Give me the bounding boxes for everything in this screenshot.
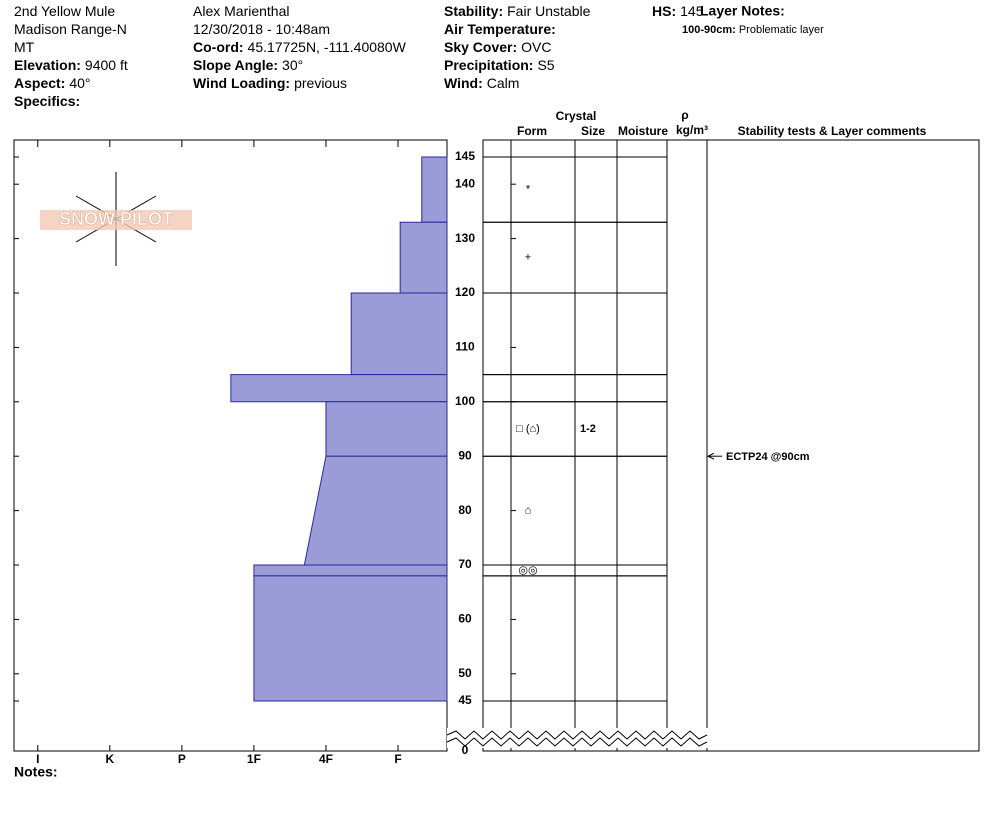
field-label: Air Temperature:	[444, 21, 556, 37]
field-value: Calm	[487, 75, 520, 91]
header-field: Aspect: 40°	[14, 75, 91, 91]
hardness-bar	[325, 401, 448, 457]
header-field: Wind: Calm	[444, 75, 519, 91]
crystal-form: ◎◎	[518, 564, 537, 576]
field-value: OVC	[521, 39, 551, 55]
col-header: ρ	[681, 108, 688, 122]
y-tick-label: 50	[458, 666, 472, 680]
field-value: S5	[537, 57, 554, 73]
field-value: 145	[680, 3, 704, 19]
y-tick-label: 70	[458, 557, 472, 571]
y-tick-label: 120	[455, 285, 475, 299]
header-field: 2nd Yellow Mule	[14, 3, 115, 19]
header-field: Sky Cover: OVC	[444, 39, 552, 55]
break-mask	[447, 728, 708, 748]
field-text: Madison Range-N	[14, 21, 127, 37]
field-value: 40°	[69, 75, 90, 91]
field-label: Elevation:	[14, 57, 81, 73]
logo: SNOW PILOT	[59, 209, 173, 229]
layer-notes-title: Layer Notes:	[700, 3, 785, 19]
field-label: Precipitation:	[444, 57, 533, 73]
hardness-bar	[350, 292, 448, 376]
header-field: Wind Loading: previous	[193, 75, 347, 91]
field-label: HS:	[652, 3, 676, 19]
hardness-bar	[303, 455, 448, 566]
field-label: Stability:	[444, 3, 503, 19]
y-tick-label: 140	[455, 176, 475, 190]
crystal-form: *	[526, 184, 531, 196]
x-tick-label: I	[36, 752, 39, 766]
table-columns	[510, 140, 708, 751]
field-label: Co-ord:	[193, 39, 244, 55]
header-field: Co-ord: 45.17725N, -111.40080W	[193, 39, 407, 55]
field-text: 12/30/2018 - 10:48am	[193, 21, 330, 37]
field-label: Aspect:	[14, 75, 65, 91]
field-value: 45.17725N, -111.40080W	[248, 39, 407, 55]
field-text: MT	[14, 39, 35, 55]
crystal-size: 1-2	[580, 423, 596, 435]
header-field: Specifics:	[14, 93, 80, 109]
field-label: Sky Cover:	[444, 39, 517, 55]
logo-band	[40, 210, 192, 230]
x-tick-label: 4F	[319, 752, 333, 766]
test-arrowhead	[706, 452, 715, 460]
note-label: 100-90cm:	[682, 24, 736, 36]
header-field: MT	[14, 39, 35, 55]
y-tick-label: 0	[462, 743, 469, 757]
crystal-form: +	[525, 252, 531, 264]
crystal-form: ⌂	[525, 505, 532, 517]
hardness-bar	[421, 156, 448, 223]
header-field: Slope Angle: 30°	[193, 57, 303, 73]
hardness-bar	[253, 575, 448, 702]
field-label: Specifics:	[14, 93, 80, 109]
axis-break	[446, 730, 708, 747]
field-value: 9400 ft	[85, 57, 128, 73]
hardness-bar	[230, 374, 448, 403]
header-field: Elevation: 9400 ft	[14, 57, 128, 73]
header-field: Stability: Fair Unstable	[444, 3, 591, 19]
field-value: previous	[294, 75, 347, 91]
header-field: Alex Marienthal	[193, 3, 290, 19]
field-label: Slope Angle:	[193, 57, 278, 73]
layer-note: 100-90cm: Problematic layer	[682, 24, 824, 36]
y-tick-label: 100	[455, 394, 475, 408]
header-field: Madison Range-N	[14, 21, 127, 37]
y-tick-label: 60	[458, 612, 472, 626]
crystal-form: □ (⌂)	[516, 423, 540, 435]
field-text: Alex Marienthal	[193, 3, 290, 19]
x-tick-label: 1F	[247, 752, 261, 766]
col-header: Crystal	[556, 109, 597, 123]
table-frame	[482, 139, 980, 752]
hardness-bar	[253, 564, 448, 577]
x-tick-label: P	[178, 752, 186, 766]
y-tick-label: 45	[458, 693, 472, 707]
y-tick-label: 130	[455, 231, 475, 245]
notes: Notes:	[14, 764, 58, 780]
header-field: HS: 145	[652, 3, 704, 19]
hardness-bar	[399, 221, 448, 294]
test-comment: ECTP24 @90cm	[726, 451, 810, 463]
header-field: Air Temperature:	[444, 21, 556, 37]
col-header: Form	[517, 124, 547, 138]
note-text: Problematic layer	[739, 24, 824, 36]
y-tick-label: 80	[458, 503, 472, 517]
col-header: Size	[581, 124, 605, 138]
col-header: kg/m³	[676, 123, 708, 137]
x-tick-label: K	[105, 752, 114, 766]
y-tick-label: 90	[458, 448, 472, 462]
field-text: 2nd Yellow Mule	[14, 3, 115, 19]
x-tick-label: F	[394, 752, 401, 766]
field-value: Fair Unstable	[507, 3, 590, 19]
header-field: Precipitation: S5	[444, 57, 555, 73]
field-value: 30°	[282, 57, 303, 73]
field-label: Wind Loading:	[193, 75, 290, 91]
field-label: Wind:	[444, 75, 483, 91]
y-tick-label: 145	[455, 149, 475, 163]
y-tick-label: 110	[455, 340, 475, 354]
header-field: 12/30/2018 - 10:48am	[193, 21, 330, 37]
col-header: Moisture	[618, 124, 668, 138]
col-header: Stability tests & Layer comments	[738, 124, 927, 138]
